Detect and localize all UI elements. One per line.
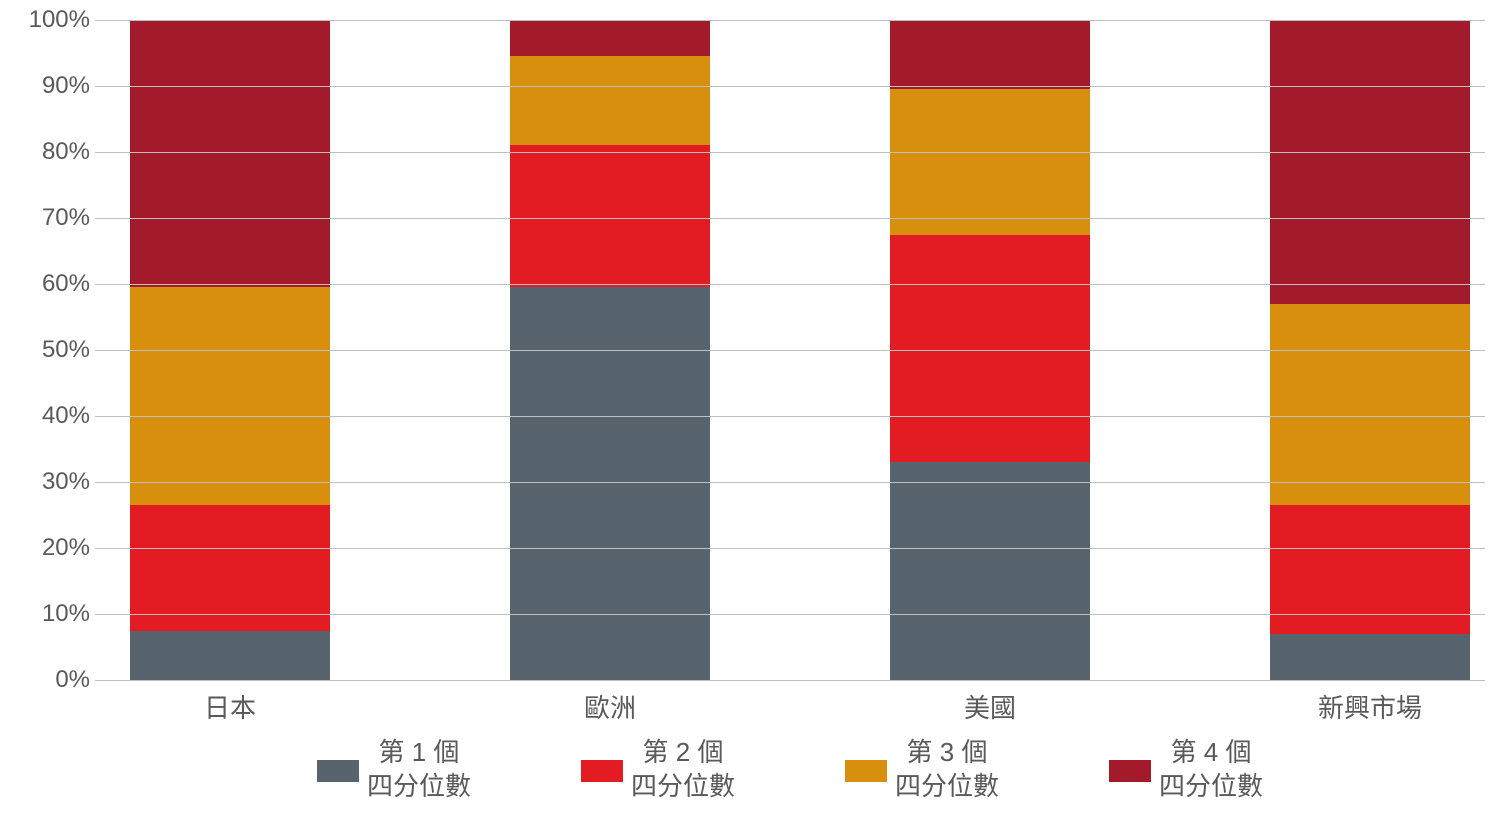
bar-segment-q4 (890, 20, 1090, 89)
legend-item: 第 2 個 四分位數 (581, 736, 735, 804)
x-tick-label: 歐洲 (584, 688, 636, 725)
y-tick-label: 40% (42, 402, 90, 430)
legend-item: 第 4 個 四分位數 (1109, 736, 1263, 804)
y-tick-label: 30% (42, 468, 90, 496)
y-tick-label: 50% (42, 336, 90, 364)
bar-segment-q4 (510, 20, 710, 56)
gridline (95, 614, 1485, 615)
gridline (95, 284, 1485, 285)
y-tick-label: 90% (42, 72, 90, 100)
legend-swatch (317, 760, 359, 782)
x-tick-label: 美國 (964, 688, 1016, 725)
gridline (95, 350, 1485, 351)
legend-item: 第 1 個 四分位數 (317, 736, 471, 804)
legend-label: 第 1 個 四分位數 (367, 736, 471, 804)
bar-segment-q2 (510, 145, 710, 287)
y-tick-label: 100% (29, 6, 90, 34)
stacked-bar-chart: 0% 10% 20% 30% 40% 50% 60% 70% 80% 90% 100% 日本 歐洲 美國… (0, 0, 1500, 821)
y-tick-label: 60% (42, 270, 90, 298)
bar-segment-q1 (510, 287, 710, 680)
y-tick-label: 10% (42, 600, 90, 628)
bar-segment-q4 (1270, 20, 1470, 304)
bar-segment-q3 (1270, 304, 1470, 505)
legend-item: 第 3 個 四分位數 (845, 736, 999, 804)
bar-segment-q1 (1270, 634, 1470, 680)
legend-swatch (845, 760, 887, 782)
x-tick-label: 新興市場 (1318, 688, 1422, 725)
gridline (95, 86, 1485, 87)
legend-label: 第 3 個 四分位數 (895, 736, 999, 804)
bar-segment-q3 (890, 89, 1090, 234)
plot-area (95, 20, 1485, 680)
y-tick-label: 20% (42, 534, 90, 562)
gridline (95, 152, 1485, 153)
y-tick-label: 80% (42, 138, 90, 166)
gridline (95, 680, 1485, 681)
legend-swatch (581, 760, 623, 782)
legend-label: 第 2 個 四分位數 (631, 736, 735, 804)
y-tick-label: 0% (55, 666, 90, 694)
bar-segment-q3 (130, 287, 330, 505)
gridline (95, 548, 1485, 549)
y-tick-label: 70% (42, 204, 90, 232)
gridline (95, 20, 1485, 21)
bar-segment-q3 (510, 56, 710, 145)
gridline (95, 482, 1485, 483)
bar-segment-q2 (890, 235, 1090, 463)
legend-swatch (1109, 760, 1151, 782)
bar-segment-q2 (130, 505, 330, 630)
legend: 第 1 個 四分位數 第 2 個 四分位數 第 3 個 四分位數 第 4 個 四分位數 (95, 736, 1485, 804)
gridline (95, 218, 1485, 219)
bar-segment-q1 (890, 462, 1090, 680)
x-tick-label: 日本 (204, 688, 256, 725)
bar-segment-q4 (130, 20, 330, 287)
bar-segment-q1 (130, 631, 330, 681)
gridline (95, 416, 1485, 417)
legend-label: 第 4 個 四分位數 (1159, 736, 1263, 804)
